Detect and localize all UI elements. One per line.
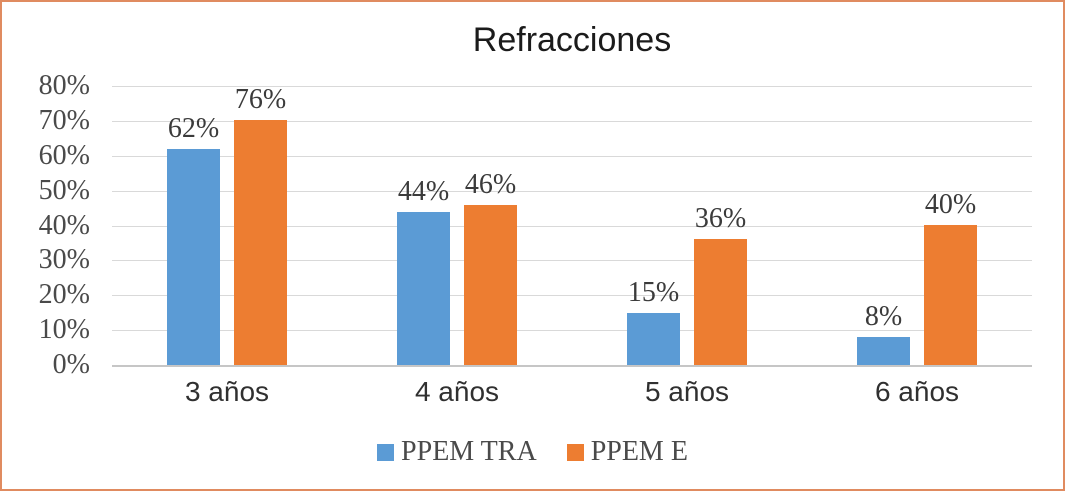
y-axis-tick-label: 60% [38,140,90,171]
legend-label: PPEM E [590,436,688,467]
gridline [112,226,1032,227]
y-axis-tick-label: 50% [38,175,90,206]
bar-ppem-e-5-a-os [694,239,747,365]
gridline [112,86,1032,87]
bar-ppem-tra-4-a-os [397,212,450,365]
bar-column: 62% [167,86,220,365]
bar-column: 44% [397,86,450,365]
y-axis-tick-label: 80% [38,70,90,101]
bar-group-6-a-os: 8% 40% [802,86,1032,365]
x-axis: 3 años 4 años 5 años 6 años [112,376,1032,408]
plot-area: 62% 76% 44% 46% 15% 36% 8% 40% [112,86,1032,367]
x-axis-category-label: 4 años [414,376,500,407]
gridline [112,260,1032,261]
legend: PPEM TRA PPEM E [2,438,1063,466]
bar-column: 40% [924,86,977,365]
bar-ppem-tra-3-a-os [167,149,220,365]
gridline [112,330,1032,331]
bar-column: 8% [857,86,910,365]
legend-label: PPEM TRA [401,436,537,467]
data-label: 8% [864,301,903,332]
gridline [112,191,1032,192]
bar-column: 15% [627,86,680,365]
y-axis: 0% 10% 20% 30% 40% 50% 60% 70% 80% [2,72,90,379]
y-axis-tick-label: 0% [52,349,90,380]
data-label: 40% [924,189,977,220]
x-axis-category-label: 6 años [874,376,960,407]
y-axis-tick-label: 40% [38,210,90,241]
x-axis-category-label: 5 años [644,376,730,407]
bar-ppem-e-6-a-os [924,225,977,365]
gridline [112,156,1032,157]
bar-column: 76% [234,86,287,365]
bar-ppem-e-4-a-os [464,205,517,365]
bar-group-3-a-os: 62% 76% [112,86,342,365]
bar-ppem-tra-6-a-os [857,337,910,365]
gridline [112,295,1032,296]
legend-item-ppem-tra: PPEM TRA [377,438,537,466]
x-axis-category-label: 3 años [184,376,270,407]
bar-column: 46% [464,86,517,365]
data-label: 76% [234,84,287,115]
gridline [112,121,1032,122]
bar-group-4-a-os: 44% 46% [342,86,572,365]
legend-swatch [377,443,395,461]
y-axis-tick-label: 30% [38,244,90,275]
bar-ppem-e-3-a-os [234,120,287,365]
chart-title: Refracciones [472,21,672,59]
data-label: 44% [397,176,450,207]
bar-column: 36% [694,86,747,365]
y-axis-tick-label: 20% [38,279,90,310]
bar-ppem-tra-5-a-os [627,313,680,365]
data-label: 62% [167,113,220,144]
bar-group-5-a-os: 15% 36% [572,86,802,365]
y-axis-tick-label: 70% [38,105,90,136]
data-label: 36% [694,203,747,234]
y-axis-tick-label: 10% [38,314,90,345]
data-label: 15% [627,277,680,308]
legend-item-ppem-e: PPEM E [566,436,688,467]
data-label: 46% [464,169,517,200]
legend-swatch [566,443,584,461]
